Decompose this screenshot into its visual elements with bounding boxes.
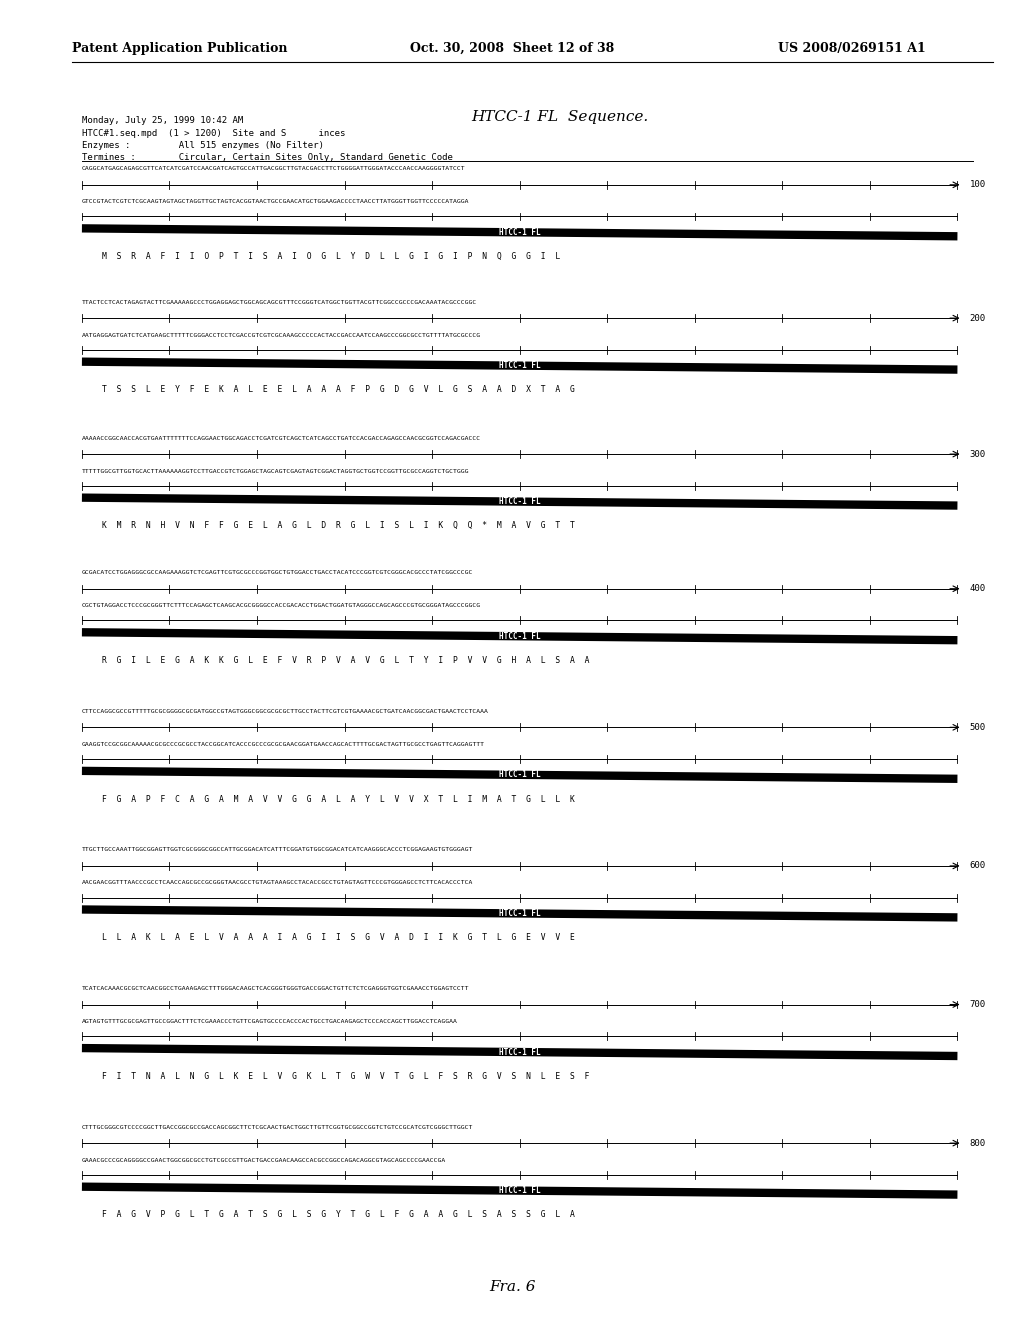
Text: L  L  A  K  L  A  E  L  V  A  A  A  I  A  G  I  I  S  G  V  A  D  I  I  K  G  T : L L A K L A E L V A A A I A G I I S G V … xyxy=(102,933,575,942)
Text: CGCTGTAGGACCTCCCGCGGGTTCTTTCCAGAGCTCAAGCACGCGGGGCCACCGACACCTGGACTGGATGTAGGGCCAGC: CGCTGTAGGACCTCCCGCGGGTTCTTTCCAGAGCTCAAGC… xyxy=(82,603,481,609)
Text: US 2008/0269151 A1: US 2008/0269151 A1 xyxy=(778,42,926,55)
Text: GAAACGCCCGCAGGGGCCGAACTGGCGGCGCCTGTCGCCGTTGACTGACCGAACAAGCCACGCCGGCCAGACAGGCGTAG: GAAACGCCCGCAGGGGCCGAACTGGCGGCGCCTGTCGCCG… xyxy=(82,1158,446,1163)
Text: HTCC-1 FL: HTCC-1 FL xyxy=(499,228,541,236)
Text: GTCCGTACTCGTCTCGCAAGTAGTAGCTAGGTTGCTAGTCACGGTAACTGCCGAACATGCTGGAAGACCCCTAACCTTAT: GTCCGTACTCGTCTCGCAAGTAGTAGCTAGGTTGCTAGTC… xyxy=(82,199,469,205)
Text: Monday, July 25, 1999 10:42 AM: Monday, July 25, 1999 10:42 AM xyxy=(82,116,243,125)
Text: 400: 400 xyxy=(970,585,986,593)
Text: HTCC-1 FL: HTCC-1 FL xyxy=(499,1048,541,1056)
Text: F  A  G  V  P  G  L  T  G  A  T  S  G  L  S  G  Y  T  G  L  F  G  A  A  G  L  S : F A G V P G L T G A T S G L S G Y T G L … xyxy=(102,1210,575,1220)
Text: Fra. 6: Fra. 6 xyxy=(488,1280,536,1295)
Text: 200: 200 xyxy=(970,314,986,322)
Text: 800: 800 xyxy=(970,1139,986,1147)
Text: GAAGGTCCGCGGCAAAAACGCGCCCGCGCCTACCGGCATCACCCGCCCGCGCGAACGGATGAACCAGCACTTTTGCGACT: GAAGGTCCGCGGCAAAAACGCGCCCGCGCCTACCGGCATC… xyxy=(82,742,485,747)
Text: AGTAGTGTTTGCGCGAGTTGCCGGACTTTCTCGAAACCCTGTTCGAGTGCCCCACCCACTGCCTGACAAGAGCTCCCACC: AGTAGTGTTTGCGCGAGTTGCCGGACTTTCTCGAAACCCT… xyxy=(82,1019,458,1024)
Text: M  S  R  A  F  I  I  O  P  T  I  S  A  I  O  G  L  Y  D  L  L  G  I  G  I  P  N : M S R A F I I O P T I S A I O G L Y D L … xyxy=(102,252,561,261)
Text: AAAAACCGGCAACCACGTGAATTTTTTTCCAGGAACTGGCAGACCTCGATCGTCAGCTCATCAGCCTGATCCACGACCAG: AAAAACCGGCAACCACGTGAATTTTTTTCCAGGAACTGGC… xyxy=(82,436,481,441)
Text: HTCC-1 FL: HTCC-1 FL xyxy=(499,632,541,640)
Text: F  I  T  N  A  L  N  G  L  K  E  L  V  G  K  L  T  G  W  V  T  G  L  F  S  R  G : F I T N A L N G L K E L V G K L T G W V … xyxy=(102,1072,590,1081)
Text: Enzymes :         All 515 enzymes (No Filter): Enzymes : All 515 enzymes (No Filter) xyxy=(82,141,324,150)
Text: TTGCTTGCCAAATTGGCGGAGTTGGTCGCGGGCGGCCATTGCGGACATCATTTCGGATGTGGCGGACATCATCAAGGGCA: TTGCTTGCCAAATTGGCGGAGTTGGTCGCGGGCGGCCATT… xyxy=(82,847,473,853)
Text: T  S  S  L  E  Y  F  E  K  A  L  E  E  L  A  A  A  F  P  G  D  G  V  L  G  S  A : T S S L E Y F E K A L E E L A A A F P G … xyxy=(102,385,575,395)
Text: TTTTTGGCGTTGGTGCACTTAAAAAAGGTCCTTGACCGTCTGGAGCTAGCAGTCGAGTAGTCGGACTAGGTGCTGGTCCG: TTTTTGGCGTTGGTGCACTTAAAAAAGGTCCTTGACCGTC… xyxy=(82,469,469,474)
Text: HTCC#1.seq.mpd  (1 > 1200)  Site and S      inces: HTCC#1.seq.mpd (1 > 1200) Site and S inc… xyxy=(82,129,345,139)
Text: HTCC-1 FL: HTCC-1 FL xyxy=(499,362,541,370)
Text: HTCC-1 FL  Sequence.: HTCC-1 FL Sequence. xyxy=(471,110,648,124)
Text: 300: 300 xyxy=(970,450,986,458)
Text: K  M  R  N  H  V  N  F  F  G  E  L  A  G  L  D  R  G  L  I  S  L  I  K  Q  Q  * : K M R N H V N F F G E L A G L D R G L I … xyxy=(102,521,575,531)
Text: CTTTGCGGGCGTCCCCGGCTTGACCGGCGCCGACCAGCGGCTTCTCGCAACTGACTGGCTTGTTCGGTGCGGCCGGTCTG: CTTTGCGGGCGTCCCCGGCTTGACCGGCGCCGACCAGCGG… xyxy=(82,1125,473,1130)
Text: HTCC-1 FL: HTCC-1 FL xyxy=(499,1187,541,1195)
Text: 700: 700 xyxy=(970,1001,986,1008)
Text: Patent Application Publication: Patent Application Publication xyxy=(72,42,287,55)
Text: R  G  I  L  E  G  A  K  K  G  L  E  F  V  R  P  V  A  V  G  L  T  Y  I  P  V  V : R G I L E G A K K G L E F V R P V A V G … xyxy=(102,656,590,665)
Text: CTTCCAGGCGCCGTTTTTGCGCGGGGCGCGATGGCCGTAGTGGGCGGCGCGCGCTTGCCTACTTCGTCGTGAAAACGCTG: CTTCCAGGCGCCGTTTTTGCGCGGGGCGCGATGGCCGTAG… xyxy=(82,709,488,714)
Text: GCGACATCCTGGAGGGCGCCAAGAAAGGTCTCGAGTTCGTGCGCCCGGTGGCTGTGGACCTGACCTACATCCCGGTCGTC: GCGACATCCTGGAGGGCGCCAAGAAAGGTCTCGAGTTCGT… xyxy=(82,570,473,576)
Text: 600: 600 xyxy=(970,862,986,870)
Text: 500: 500 xyxy=(970,723,986,731)
Text: Termines :        Circular, Certain Sites Only, Standard Genetic Code: Termines : Circular, Certain Sites Only,… xyxy=(82,153,453,162)
Text: Oct. 30, 2008  Sheet 12 of 38: Oct. 30, 2008 Sheet 12 of 38 xyxy=(410,42,613,55)
Text: 100: 100 xyxy=(970,181,986,189)
Text: TTACTCCTCACTAGAGTACTTCGAAAAAGCCCTGGAGGAGCTGGCAGCAGCGTTTCCGGGTCATGGCTGGTTACGTTCGG: TTACTCCTCACTAGAGTACTTCGAAAAAGCCCTGGAGGAG… xyxy=(82,300,477,305)
Text: HTCC-1 FL: HTCC-1 FL xyxy=(499,771,541,779)
Text: HTCC-1 FL: HTCC-1 FL xyxy=(499,498,541,506)
Text: CAGGCATGAGCAGAGCGTTCATCATCGATCCAACGATCAGTGCCATTGACGGCTTGTACGACCTTCTGGGGATTGGGATA: CAGGCATGAGCAGAGCGTTCATCATCGATCCAACGATCAG… xyxy=(82,166,466,172)
Text: AACGAACGGTTTAACCCGCCTCAACCAGCGCCGCGGGTAACGCCTGTAGTAAAGCCTACACCGCCTGTAGTAGTTCCCGT: AACGAACGGTTTAACCCGCCTCAACCAGCGCCGCGGGTAA… xyxy=(82,880,473,886)
Text: TCATCACAAACGCGCTCAACGGCCTGAAAGAGCTTTGGGACAAGCTCACGGGTGGGTGACCGGACTGTTCTCTCGAGGGT: TCATCACAAACGCGCTCAACGGCCTGAAAGAGCTTTGGGA… xyxy=(82,986,469,991)
Text: HTCC-1 FL: HTCC-1 FL xyxy=(499,909,541,917)
Text: AATGAGGAGTGATCTCATGAAGCTTTTTCGGGACCTCCTCGACCGTCGTCGCAAAGCCCCCACTACCGACCAATCCAAGC: AATGAGGAGTGATCTCATGAAGCTTTTTCGGGACCTCCTC… xyxy=(82,333,481,338)
Text: F  G  A  P  F  C  A  G  A  M  A  V  V  G  G  A  L  A  Y  L  V  V  X  T  L  I  M : F G A P F C A G A M A V V G G A L A Y L … xyxy=(102,795,575,804)
